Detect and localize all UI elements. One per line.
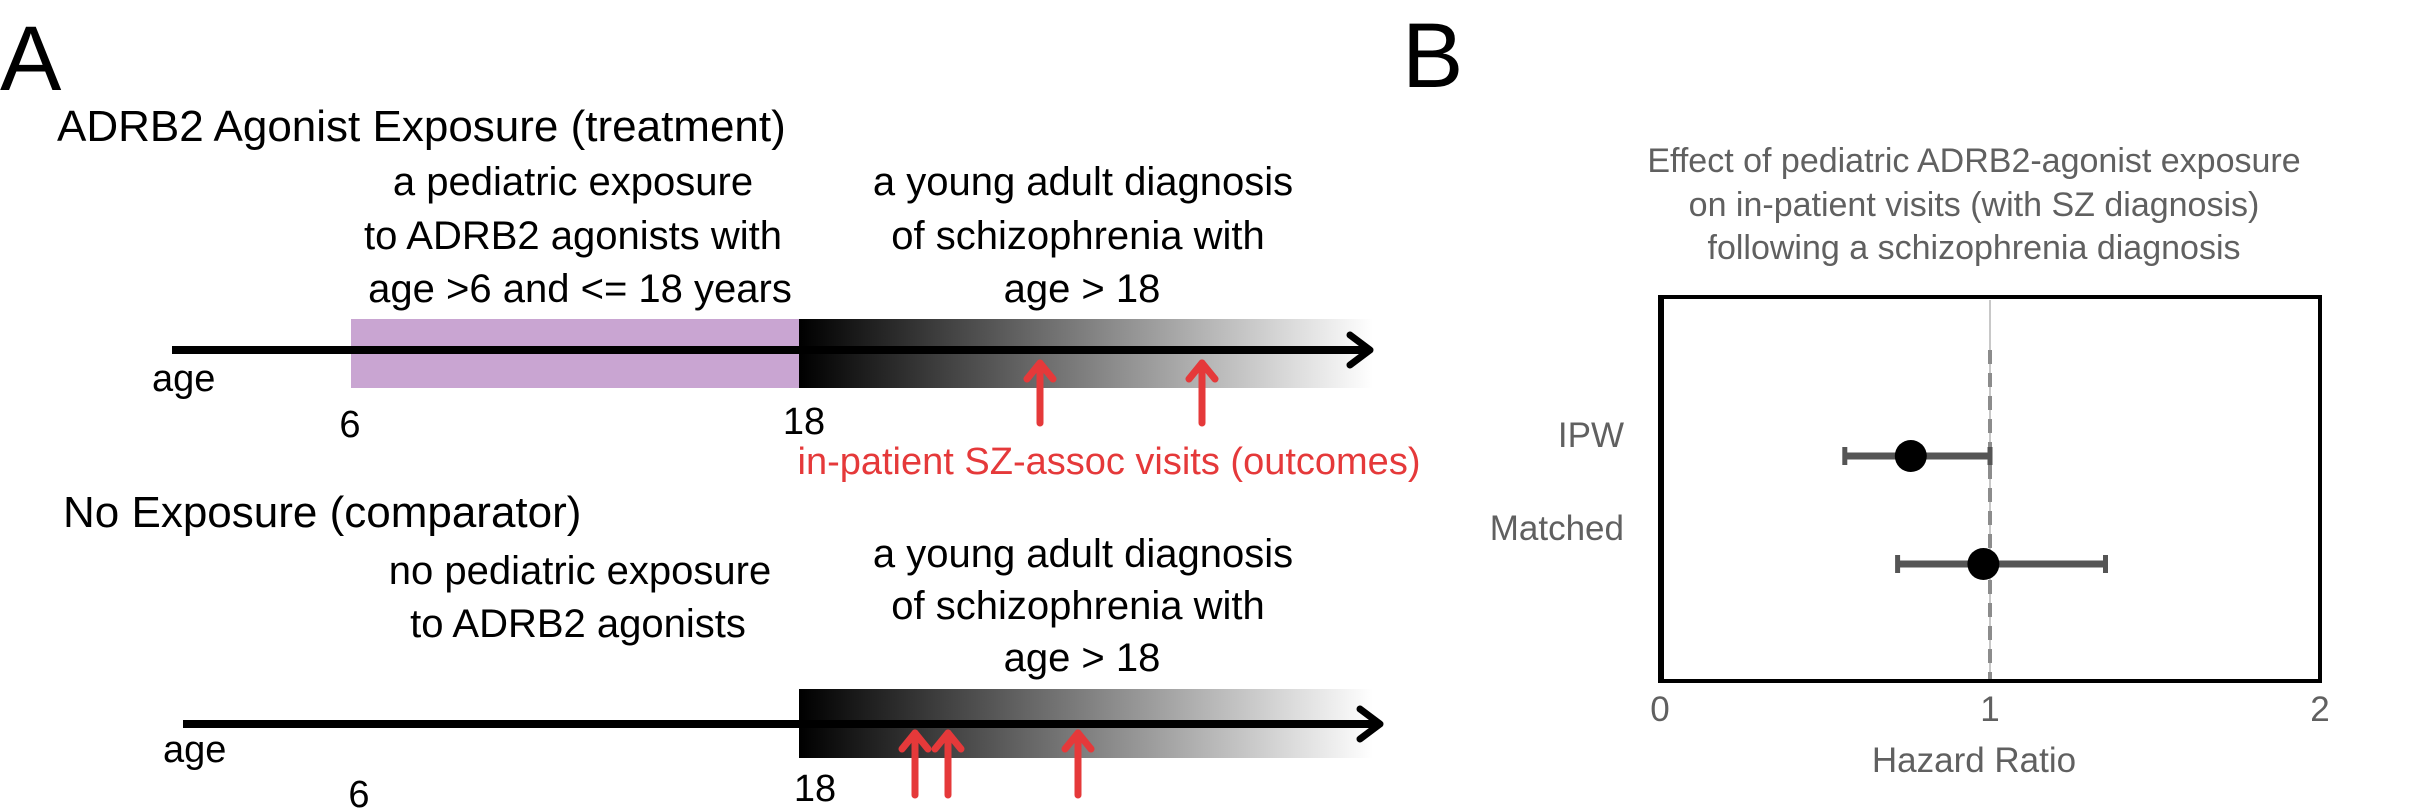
row-ipw: IPW — [1558, 416, 1993, 472]
treatment-exposure-desc-line2: to ADRB2 agonists with — [364, 214, 782, 258]
treatment-exposure-desc-line1: a pediatric exposure — [393, 160, 753, 204]
row-label-matched: Matched — [1490, 509, 1624, 548]
treatment-age-label: age — [152, 358, 215, 400]
comparator-diagnosis-desc-line2: of schizophrenia with — [891, 584, 1265, 628]
comparator-exposure-desc-line1: no pediatric exposure — [389, 549, 771, 593]
treatment-outcome-arrow-1 — [1023, 359, 1057, 427]
comparator-outcome-arrow-2 — [931, 729, 965, 799]
chart-title-line1: Effect of pediatric ADRB2-agonist exposu… — [1647, 142, 2300, 180]
chart-title-line3: following a schizophrenia diagnosis — [1708, 229, 2241, 267]
row-matched: Matched — [1490, 509, 2108, 580]
comparator-tick-18: 18 — [794, 768, 836, 810]
treatment-title: ADRB2 Agonist Exposure (treatment) — [57, 102, 786, 151]
plot-frame — [1658, 295, 2322, 683]
treatment-diagnosis-desc-line3: age > 18 — [1004, 267, 1161, 311]
treatment-outcome-arrow-2 — [1185, 359, 1219, 427]
panel-a-label: A — [0, 8, 62, 110]
row-label-ipw: IPW — [1558, 416, 1624, 455]
treatment-tick-6: 6 — [339, 404, 360, 446]
panel-b-label: B — [1402, 5, 1463, 107]
comparator-age-label: age — [163, 729, 226, 771]
comparator-tick-6: 6 — [348, 774, 369, 812]
comparator-outcome-arrow-1 — [898, 729, 932, 799]
comparator-axis-arrowhead — [1356, 705, 1384, 743]
treatment-outcome-arrows — [1023, 359, 1219, 427]
treatment-diagnosis-desc-line1: a young adult diagnosis — [873, 160, 1293, 204]
x-tick-0: 0 — [1650, 690, 1669, 729]
estimate-point-matched — [1967, 548, 2000, 580]
treatment-tick-18: 18 — [783, 401, 825, 443]
outcome-label: in-patient SZ-assoc visits (outcomes) — [798, 441, 1421, 483]
comparator-outcome-arrow-3 — [1061, 729, 1095, 799]
comparator-title: No Exposure (comparator) — [63, 488, 581, 537]
chart-title-line2: on in-patient visits (with SZ diagnosis) — [1689, 186, 2260, 224]
comparator-outcome-arrows — [898, 729, 1095, 799]
comparator-diagnosis-desc-line1: a young adult diagnosis — [873, 532, 1293, 576]
treatment-scenario: ADRB2 Agonist Exposure (treatment) a ped… — [57, 102, 1420, 483]
x-tick-1: 1 — [1980, 690, 1999, 729]
comparator-diagnosis-desc-line3: age > 18 — [1004, 636, 1161, 680]
treatment-axis-arrowhead — [1346, 331, 1374, 369]
comparator-scenario: No Exposure (comparator) no pediatric ex… — [63, 488, 1384, 812]
treatment-diagnosis-desc-line2: of schizophrenia with — [891, 214, 1265, 258]
x-tick-2: 2 — [2310, 690, 2329, 729]
forest-plot: Effect of pediatric ADRB2-agonist exposu… — [1490, 142, 2330, 780]
treatment-exposure-desc-line3: age >6 and <= 18 years — [368, 267, 792, 311]
comparator-exposure-desc-line2: to ADRB2 agonists — [410, 602, 746, 646]
x-axis-label: Hazard Ratio — [1872, 741, 2076, 780]
estimate-point-ipw — [1894, 440, 1927, 472]
